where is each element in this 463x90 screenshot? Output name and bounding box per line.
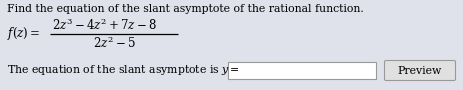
FancyBboxPatch shape	[384, 60, 455, 80]
Text: $2z^3 - 4z^2 + 7z - 8$: $2z^3 - 4z^2 + 7z - 8$	[52, 17, 156, 33]
FancyBboxPatch shape	[227, 62, 375, 79]
Text: Preview: Preview	[397, 66, 441, 76]
Text: The equation of the slant asymptote is $y=$: The equation of the slant asymptote is $…	[7, 63, 239, 77]
Text: Find the equation of the slant asymptote of the rational function.: Find the equation of the slant asymptote…	[7, 4, 363, 14]
Text: $f(z) =$: $f(z) =$	[7, 25, 40, 42]
Text: $2z^2 - 5$: $2z^2 - 5$	[93, 35, 135, 51]
